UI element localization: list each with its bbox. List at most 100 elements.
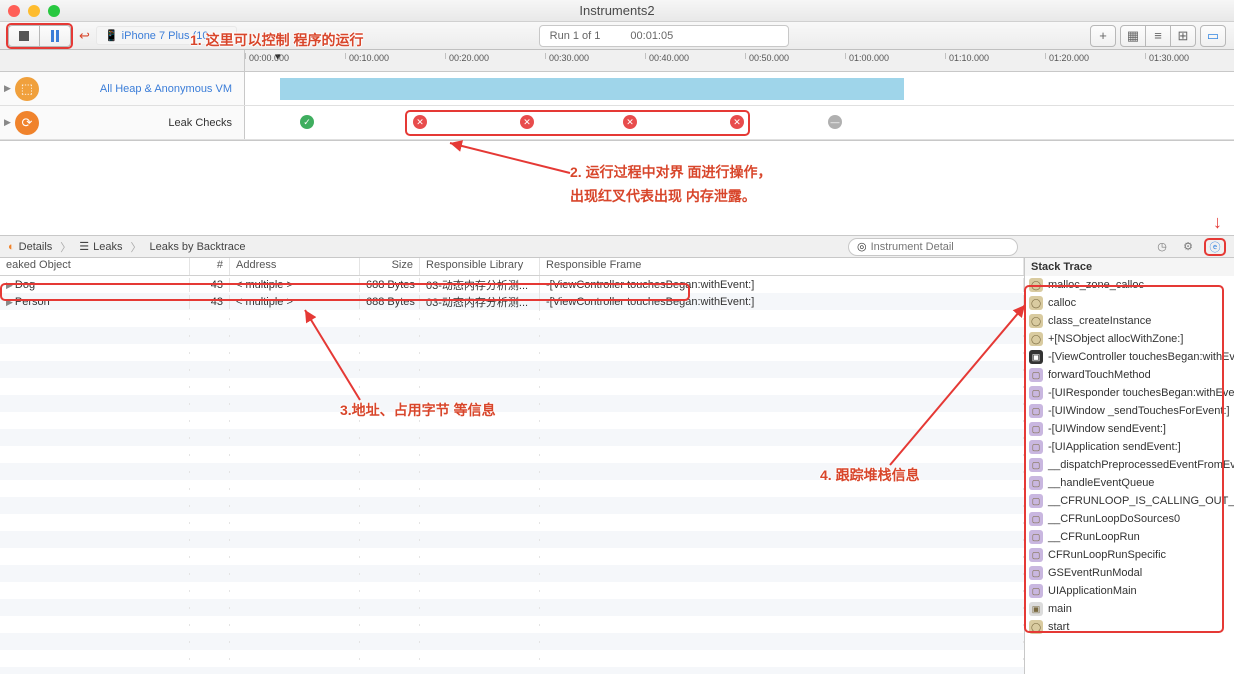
leaks-table: eaked Object # Address Size Responsible … bbox=[0, 258, 1024, 674]
view-segmented-control: ▦ ≡ ⊞ bbox=[1120, 25, 1196, 47]
stack-row[interactable]: ◯malloc_zone_calloc bbox=[1025, 276, 1234, 294]
leak-highlight-box bbox=[405, 110, 750, 136]
ruler-tick: 00:00.000 bbox=[245, 53, 289, 59]
breadcrumb-details[interactable]: ◐Details bbox=[0, 241, 60, 253]
stack-trace-body: ◯malloc_zone_calloc◯calloc◯class_createI… bbox=[1025, 276, 1234, 636]
window-title: Instruments2 bbox=[579, 3, 654, 18]
col-frame[interactable]: Responsible Frame bbox=[540, 258, 1024, 275]
stack-trace-header: Stack Trace bbox=[1025, 258, 1234, 276]
table-row-empty bbox=[0, 497, 1024, 514]
view-grid-icon[interactable]: ▦ bbox=[1120, 25, 1146, 47]
col-size[interactable]: Size bbox=[360, 258, 420, 275]
disclosure-icon[interactable]: ▶ bbox=[4, 83, 11, 94]
target-device[interactable]: 📱 iPhone 7 Plus (10... ▾ bbox=[96, 26, 237, 45]
heap-track-content bbox=[245, 72, 1234, 105]
ruler-tick: 01:30.000 bbox=[1145, 53, 1189, 59]
stack-row[interactable]: ◯calloc bbox=[1025, 294, 1234, 312]
gear-icon[interactable]: ⚙ bbox=[1178, 238, 1198, 256]
track-heap[interactable]: ▶ ⬚ All Heap & Anonymous VM bbox=[0, 72, 1234, 106]
target-icon: ◎ bbox=[857, 240, 867, 253]
table-row-empty bbox=[0, 310, 1024, 327]
breadcrumb-leaks[interactable]: ☰Leaks bbox=[71, 240, 130, 253]
view-detail-icon[interactable]: ⊞ bbox=[1170, 25, 1196, 47]
ruler-tick: 01:10.000 bbox=[945, 53, 989, 59]
stack-row[interactable]: ◯+[NSObject allocWithZone:] bbox=[1025, 330, 1234, 348]
run-number: Run 1 of 1 bbox=[550, 30, 601, 42]
leak-fail-icon[interactable]: ✕ bbox=[520, 115, 534, 129]
table-row[interactable]: ▶Person43< multiple >688 Bytes03-动态内存分析测… bbox=[0, 293, 1024, 310]
table-row-empty bbox=[0, 582, 1024, 599]
maximize-dot[interactable] bbox=[48, 5, 60, 17]
leak-fail-icon[interactable]: ✕ bbox=[623, 115, 637, 129]
table-row-empty bbox=[0, 429, 1024, 446]
minimize-dot[interactable] bbox=[28, 5, 40, 17]
run-lcd[interactable]: Run 1 of 1 00:01:05 bbox=[539, 25, 789, 47]
col-library[interactable]: Responsible Library bbox=[420, 258, 540, 275]
inspector-toggle-icon[interactable]: ▭ bbox=[1200, 25, 1226, 47]
table-row-empty bbox=[0, 395, 1024, 412]
ruler-tick: 01:20.000 bbox=[1045, 53, 1089, 59]
table-row-empty bbox=[0, 633, 1024, 650]
ruler-tick: 00:40.000 bbox=[645, 53, 689, 59]
stack-row[interactable]: ▢GSEventRunModal bbox=[1025, 564, 1234, 582]
table-row-empty bbox=[0, 446, 1024, 463]
stack-row[interactable]: ▢UIApplicationMain bbox=[1025, 582, 1234, 600]
stack-row[interactable]: ▢CFRunLoopRunSpecific bbox=[1025, 546, 1234, 564]
detail-header: ◐Details 〉 ☰Leaks 〉 Leaks by Backtrace ◎… bbox=[0, 236, 1234, 258]
stop-button[interactable] bbox=[8, 25, 40, 47]
table-row-empty bbox=[0, 514, 1024, 531]
ruler-tick: 00:20.000 bbox=[445, 53, 489, 59]
stack-row[interactable]: ▢__CFRunLoopDoSources0 bbox=[1025, 510, 1234, 528]
table-row-empty bbox=[0, 378, 1024, 395]
search-input[interactable] bbox=[871, 241, 1009, 253]
leak-neutral-icon[interactable]: — bbox=[828, 115, 842, 129]
disclosure-icon[interactable]: ▶ bbox=[4, 117, 11, 128]
stack-row[interactable]: ▢-[UIWindow _sendTouchesForEvent:] bbox=[1025, 402, 1234, 420]
view-list-icon[interactable]: ≡ bbox=[1145, 25, 1171, 47]
heap-label: All Heap & Anonymous VM bbox=[100, 83, 232, 95]
table-row-empty bbox=[0, 412, 1024, 429]
col-address[interactable]: Address bbox=[230, 258, 360, 275]
stack-row[interactable]: ◯start bbox=[1025, 618, 1234, 636]
leak-fail-icon[interactable]: ✕ bbox=[730, 115, 744, 129]
table-row-empty bbox=[0, 616, 1024, 633]
add-button[interactable]: + bbox=[1090, 25, 1116, 47]
stack-row[interactable]: ▢forwardTouchMethod bbox=[1025, 366, 1234, 384]
stack-row[interactable]: ▢-[UIApplication sendEvent:] bbox=[1025, 438, 1234, 456]
table-row-empty bbox=[0, 548, 1024, 565]
track-leaks[interactable]: ▶ ⟳ Leak Checks ✓✕✕✕✕— bbox=[0, 106, 1234, 140]
toolbar: ↩ 📱 iPhone 7 Plus (10... ▾ Run 1 of 1 00… bbox=[0, 22, 1234, 50]
titlebar: Instruments2 bbox=[0, 0, 1234, 22]
leak-fail-icon[interactable]: ✕ bbox=[413, 115, 427, 129]
back-arrow-icon: ↩ bbox=[79, 28, 90, 44]
col-leaked-object[interactable]: eaked Object bbox=[0, 258, 190, 275]
heap-icon: ⬚ bbox=[15, 77, 39, 101]
stack-row[interactable]: ▣main bbox=[1025, 600, 1234, 618]
stack-row[interactable]: ▢__CFRUNLOOP_IS_CALLING_OUT_TO_A_SOURCE0… bbox=[1025, 492, 1234, 510]
stack-row[interactable]: ▢__dispatchPreprocessedEventFromEventQue… bbox=[1025, 456, 1234, 474]
stack-row[interactable]: ▢-[UIWindow sendEvent:] bbox=[1025, 420, 1234, 438]
ruler-tick: 00:10.000 bbox=[345, 53, 389, 59]
table-row-empty bbox=[0, 531, 1024, 548]
pause-button[interactable] bbox=[39, 25, 71, 47]
stack-row[interactable]: ◯class_createInstance bbox=[1025, 312, 1234, 330]
history-icon[interactable]: ◷ bbox=[1152, 238, 1172, 256]
stack-row[interactable]: ▢__handleEventQueue bbox=[1025, 474, 1234, 492]
stack-row[interactable]: ▢__CFRunLoopRun bbox=[1025, 528, 1234, 546]
table-header: eaked Object # Address Size Responsible … bbox=[0, 258, 1024, 276]
col-count[interactable]: # bbox=[190, 258, 230, 275]
close-dot[interactable] bbox=[8, 5, 20, 17]
stack-row[interactable]: ▣-[ViewController touchesBegan:withEvent… bbox=[1025, 348, 1234, 366]
timeline-ruler[interactable]: ▾ 00:00.00000:10.00000:20.00000:30.00000… bbox=[245, 50, 1234, 72]
search-field[interactable]: ◎ bbox=[848, 238, 1018, 256]
table-row[interactable]: ▶Dog43< multiple >688 Bytes03-动态内存分析测...… bbox=[0, 276, 1024, 293]
breadcrumb-backtrace[interactable]: Leaks by Backtrace bbox=[142, 241, 254, 253]
table-row-empty bbox=[0, 650, 1024, 667]
content-split: eaked Object # Address Size Responsible … bbox=[0, 258, 1234, 674]
ruler-tick: 01:00.000 bbox=[845, 53, 889, 59]
stack-row[interactable]: ▢-[UIResponder touchesBegan:withEvent:] bbox=[1025, 384, 1234, 402]
stack-trace-toggle-icon[interactable]: ⓔ bbox=[1204, 238, 1226, 256]
traffic-lights bbox=[8, 5, 60, 17]
leak-ok-icon[interactable]: ✓ bbox=[300, 115, 314, 129]
record-controls bbox=[6, 23, 73, 49]
